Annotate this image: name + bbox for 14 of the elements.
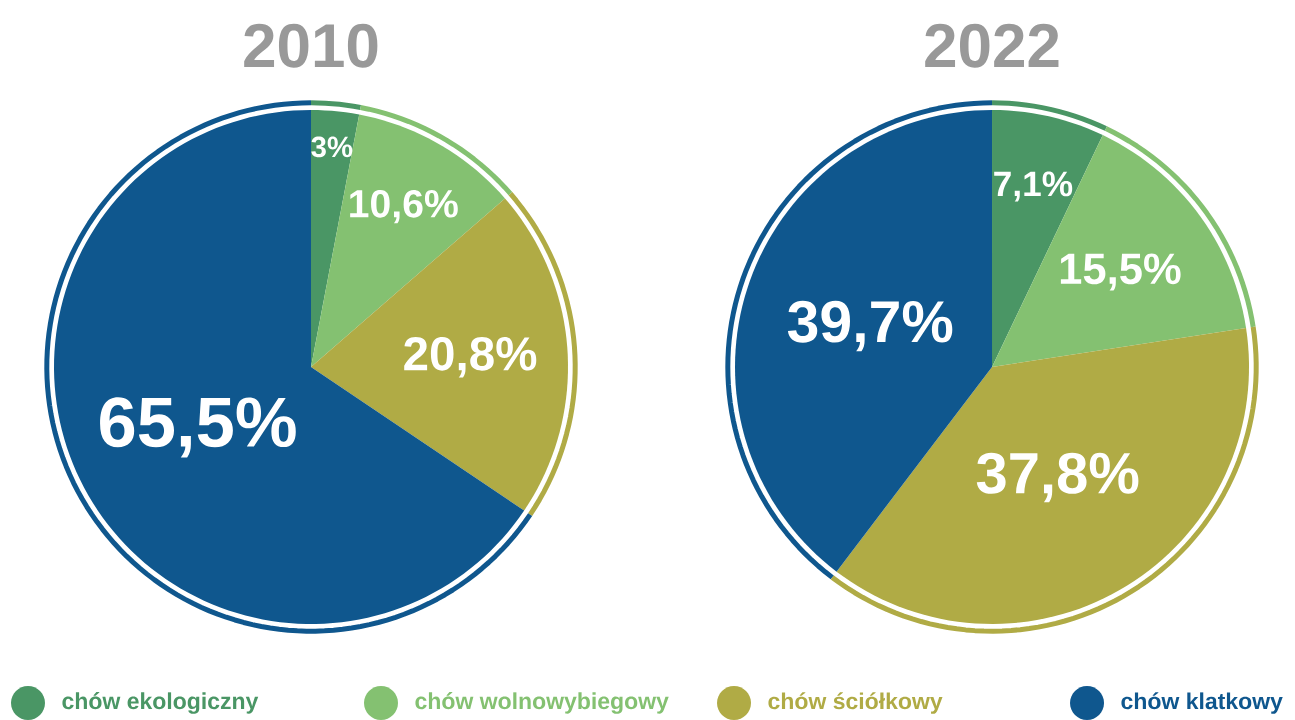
data-label: 37,8% — [976, 452, 1139, 503]
chart-title: 2010 — [244, 23, 378, 68]
data-label: 3% — [311, 136, 353, 158]
legend-label: chów ekologiczny — [62, 692, 259, 714]
legend-label: chów klatkowy — [1121, 692, 1283, 714]
data-label: 20,8% — [404, 336, 537, 378]
data-label: 10,6% — [350, 189, 458, 224]
data-label: 39,7% — [787, 300, 953, 352]
data-label: 7,1% — [994, 171, 1073, 202]
data-label: 15,5% — [1060, 253, 1181, 291]
chart-title: 2022 — [925, 23, 1059, 68]
legend-label: chów wolnowybiegowy — [415, 692, 669, 714]
data-label: 65,5% — [100, 397, 296, 458]
legend-label: chów ściółkowy — [768, 692, 943, 714]
